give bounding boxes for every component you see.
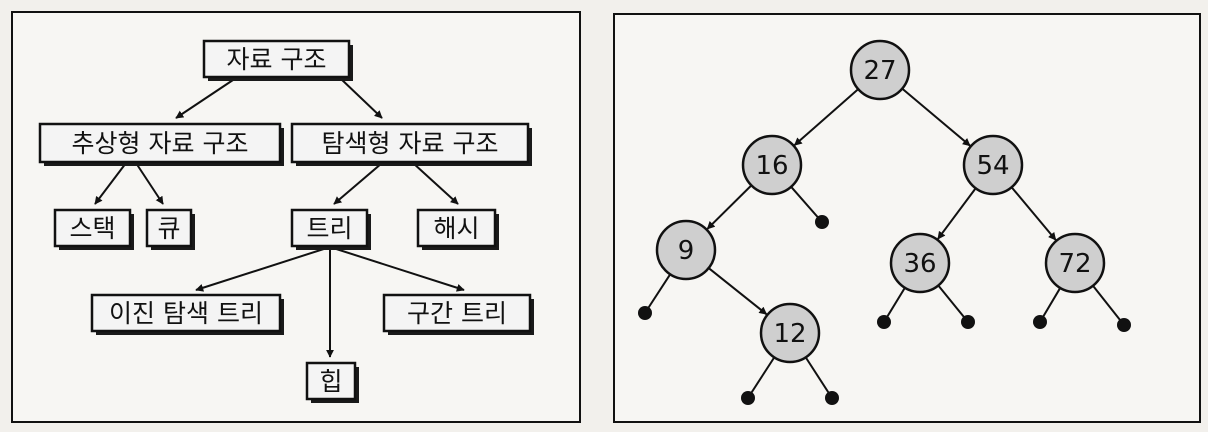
box-label-abstract: 추상형 자료 구조 [72,129,249,158]
null-edge-n12-left [747,356,776,399]
arrow-search-to-tree [333,162,383,205]
null-leaf-dot [815,215,829,229]
node-label: 54 [976,151,1009,181]
node-label: 72 [1058,249,1091,279]
box-frame [53,208,132,248]
null-edge-n9-left [644,273,672,314]
null-leaf-dot [1033,315,1047,329]
box-hash: 해시 [416,208,499,250]
node-label: 36 [903,249,936,279]
box-label-queue: 큐 [157,214,180,243]
bst-node-16: 16 [741,134,803,196]
box-label-hash: 해시 [433,214,479,243]
node-circle [962,134,1024,196]
box-frame [145,208,193,248]
right-panel: 27 16 54 9 36 72 12 [613,13,1201,423]
bst-edge-n16-n9 [706,184,753,230]
box-heap: 힙 [305,361,359,403]
box-frame [382,293,532,333]
node-label: 9 [678,236,695,266]
box-frame [416,208,497,248]
arrow-tree-to-interval [329,246,465,292]
bst-nodes: 27 16 54 9 36 72 12 [655,39,1106,364]
null-leaf-dot [638,306,652,320]
bst-node-9: 9 [655,219,717,281]
bst-node-54: 54 [962,134,1024,196]
bst-edge-n27-n16 [793,88,859,146]
box-frame [305,361,357,401]
arrow-root-to-search [339,77,383,119]
box-bst: 이진 탐색 트리 [90,293,284,335]
box-frame [290,208,369,248]
box-stack: 스택 [53,208,134,250]
arrow-abstract-to-stack [94,162,127,205]
arrow-tree-to-bst [195,246,331,292]
node-label: 27 [863,56,896,86]
bst-node-12: 12 [759,302,821,364]
bst-null-leaves [638,186,1131,405]
box-frame [290,122,530,164]
box-label-heap: 힙 [319,367,342,396]
bst-edge-n54-n72 [1010,186,1057,241]
bst-node-36: 36 [889,232,951,294]
null-edge-n16-right [790,186,823,223]
bst-edge-n27-n54 [901,87,971,147]
node-label: 12 [773,319,806,349]
null-edge-n72-right [1092,285,1125,326]
bst-edge-n54-n36 [937,187,977,240]
box-label-search: 탐색형 자료 구조 [322,129,499,158]
box-interval: 구간 트리 [382,293,534,335]
arrow-search-to-hash [412,162,459,205]
null-leaf-dot [825,391,839,405]
node-label: 16 [755,151,788,181]
box-frame [202,39,351,79]
box-label-root: 자료 구조 [227,45,327,74]
box-search: 탐색형 자료 구조 [290,122,532,166]
box-queue: 큐 [145,208,195,250]
null-leaf-dot [1117,318,1131,332]
box-label-stack: 스택 [69,214,115,243]
bst-edge-n9-n12 [708,267,768,316]
node-circle [849,39,911,101]
null-edge-n36-right [937,284,969,323]
box-frame [38,122,282,164]
box-label-interval: 구간 트리 [407,299,507,328]
box-label-tree: 트리 [306,214,352,243]
box-root: 자료 구조 [202,39,353,81]
null-leaf-dot [961,315,975,329]
null-edge-n12-right [804,356,833,399]
box-label-bst: 이진 탐색 트리 [109,299,263,328]
box-tree: 트리 [290,208,371,250]
arrow-root-to-abstract [175,77,237,119]
bst-node-72: 72 [1044,232,1106,294]
bst-edges [706,87,1057,316]
node-circle [1044,232,1106,294]
arrow-abstract-to-queue [135,162,164,205]
bst-node-27: 27 [849,39,911,101]
node-circle [741,134,803,196]
null-leaf-dot [741,391,755,405]
node-circle [655,219,717,281]
node-circle [889,232,951,294]
box-abstract: 추상형 자료 구조 [38,122,284,166]
box-frame [90,293,282,333]
taxonomy-edges [94,77,465,358]
node-circle [759,302,821,364]
null-leaf-dot [877,315,891,329]
